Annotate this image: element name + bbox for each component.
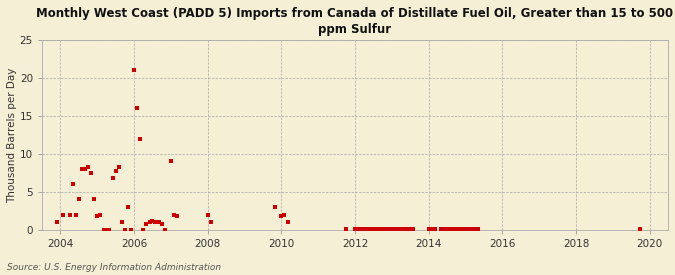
Point [362,227,373,232]
Point [64,213,75,218]
Point [113,165,124,170]
Point [153,220,164,224]
Point [426,227,437,232]
Point [169,212,180,217]
Point [439,227,450,232]
Point [352,227,363,232]
Y-axis label: Thousand Barrels per Day: Thousand Barrels per Day [7,67,17,202]
Point [150,220,161,224]
Point [276,214,287,218]
Point [282,220,293,224]
Point [466,227,477,232]
Point [70,212,81,217]
Point [159,228,170,232]
Point [205,220,216,224]
Point [135,136,146,141]
Point [141,221,152,226]
Point [399,227,410,232]
Text: Source: U.S. Energy Information Administration: Source: U.S. Energy Information Administ… [7,263,221,272]
Point [95,212,105,217]
Point [463,227,474,232]
Point [76,167,87,171]
Point [460,227,471,232]
Point [445,227,456,232]
Point [144,220,155,224]
Point [451,227,462,232]
Point [101,228,112,232]
Point [157,221,167,226]
Point [387,227,398,232]
Point [89,197,100,202]
Point [340,227,351,232]
Point [92,214,103,218]
Point [279,212,290,217]
Point [74,197,84,202]
Point [396,227,406,232]
Point [138,228,148,232]
Point [165,159,176,164]
Point [98,228,109,232]
Point [129,68,140,73]
Point [383,227,394,232]
Point [635,227,646,232]
Point [132,106,142,111]
Point [117,220,128,224]
Point [429,227,440,232]
Point [356,227,367,232]
Point [80,167,90,171]
Point [147,218,158,223]
Point [448,227,459,232]
Point [365,227,376,232]
Point [202,212,213,217]
Point [350,227,360,232]
Point [454,227,464,232]
Point [389,227,400,232]
Point [52,220,63,224]
Point [375,227,385,232]
Point [171,214,182,218]
Point [68,182,78,186]
Point [469,227,480,232]
Point [441,227,452,232]
Point [472,227,483,232]
Point [86,170,97,175]
Point [435,227,446,232]
Title: Monthly West Coast (PADD 5) Imports from Canada of Distillate Fuel Oil, Greater : Monthly West Coast (PADD 5) Imports from… [36,7,674,36]
Point [126,228,136,232]
Point [405,227,416,232]
Point [408,227,418,232]
Point [122,205,133,209]
Point [110,168,121,173]
Point [119,228,130,232]
Point [371,227,382,232]
Point [423,227,434,232]
Point [393,227,404,232]
Point [402,227,412,232]
Point [107,176,118,180]
Point [380,227,391,232]
Point [368,227,379,232]
Point [359,227,370,232]
Point [58,212,69,217]
Point [377,227,388,232]
Point [104,228,115,232]
Point [82,165,93,170]
Point [457,227,468,232]
Point [270,205,281,209]
